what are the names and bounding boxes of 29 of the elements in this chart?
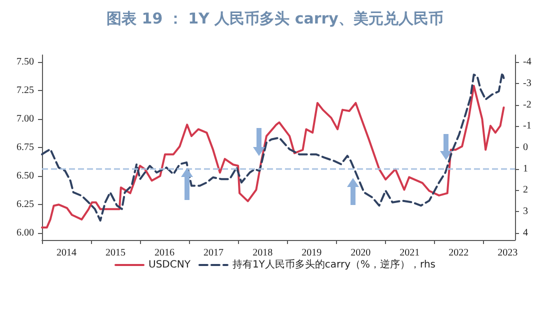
- y2-tick-label: -4: [523, 56, 532, 68]
- y2-tick-label: 3: [523, 206, 528, 218]
- y-tick-label: 7.50: [16, 56, 34, 68]
- legend-label: USDCNY: [148, 260, 192, 270]
- x-tick-label: 2023: [498, 248, 518, 258]
- y2-tick-label: -2: [523, 99, 532, 110]
- x-tick-label: 2021: [400, 248, 420, 258]
- y-tick-label: 7.25: [16, 84, 34, 96]
- y-tick-label: 7.00: [16, 113, 34, 124]
- x-tick-label: 2016: [154, 248, 175, 258]
- x-tick-label: 2017: [204, 248, 224, 258]
- y2-tick-label: 4: [523, 227, 528, 238]
- x-tick-label: 2015: [106, 248, 126, 258]
- y-tick-label: 6.25: [16, 199, 34, 210]
- y2-tick-label: -3: [523, 78, 532, 89]
- chart-title: 图表 19 ： 1Y 人民币多头 carry、美元兑人民币: [106, 10, 444, 28]
- x-tick-label: 2014: [56, 248, 77, 258]
- y2-tick-label: 1: [523, 163, 528, 174]
- y2-tick-label: 0: [523, 142, 528, 153]
- x-tick-label: 2020: [350, 248, 371, 258]
- y2-tick-label: -1: [523, 120, 532, 132]
- x-tick-label: 2018: [252, 248, 273, 258]
- y-tick-label: 6.75: [16, 142, 34, 153]
- x-tick-label: 2019: [302, 248, 322, 258]
- y-tick-label: 6.00: [16, 228, 34, 239]
- y-tick-label: 6.50: [16, 170, 34, 182]
- legend-label: 持有1Y人民币多头的carry（%，逆序），rhs: [232, 258, 436, 270]
- y2-tick-label: 2: [523, 184, 528, 196]
- x-tick-label: 2022: [448, 248, 469, 258]
